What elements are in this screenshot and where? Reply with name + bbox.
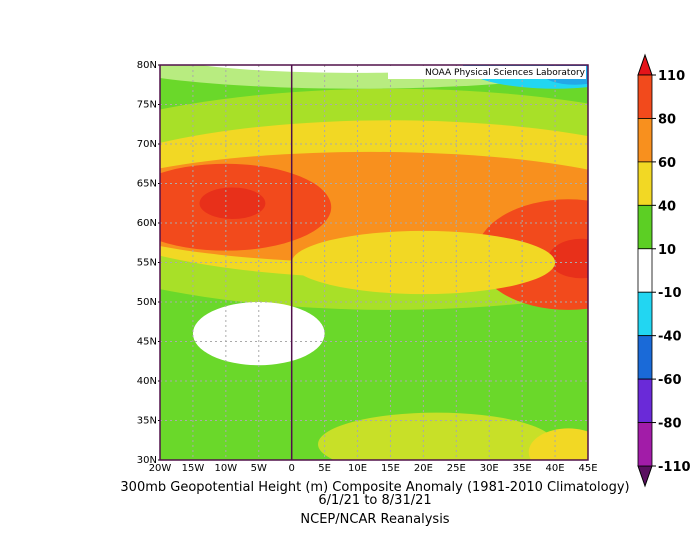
colorbar-label: -40 bbox=[658, 330, 682, 345]
colorbar-band bbox=[637, 291, 653, 337]
colorbar-band bbox=[637, 74, 653, 119]
map-title: 300mb Geopotential Height (m) Composite … bbox=[120, 480, 629, 495]
colorbar-label: -110 bbox=[658, 460, 691, 475]
colorbar-band bbox=[637, 161, 653, 206]
data-source: NCEP/NCAR Reanalysis bbox=[300, 512, 449, 527]
lon-label: 35E bbox=[513, 463, 532, 474]
lon-label: 45E bbox=[578, 463, 597, 474]
colorbar-label: 60 bbox=[658, 156, 676, 171]
anomaly-field bbox=[160, 65, 588, 460]
colorbar-band bbox=[637, 335, 653, 380]
lon-label: 30E bbox=[480, 463, 499, 474]
lon-label: 25E bbox=[447, 463, 466, 474]
colorbar-label: 80 bbox=[658, 112, 676, 127]
colorbar-label: -60 bbox=[658, 373, 682, 388]
colorbar-label: -10 bbox=[658, 286, 682, 301]
colorbar-band bbox=[637, 204, 653, 250]
lon-label: 40E bbox=[546, 463, 565, 474]
colorbar-band bbox=[637, 118, 653, 163]
high-core bbox=[199, 187, 266, 220]
date-range: 6/1/21 to 8/31/21 bbox=[318, 493, 431, 508]
colorbar-band bbox=[637, 248, 653, 293]
lat-label: 60N bbox=[137, 218, 157, 229]
credit: NOAA Physical Sciences Laboratory bbox=[425, 68, 586, 78]
colorbar-band bbox=[637, 422, 653, 467]
lat-label: 75N bbox=[137, 100, 157, 111]
lon-label: 10W bbox=[215, 463, 238, 474]
lon-label: 5E bbox=[318, 463, 331, 474]
lat-label: 50N bbox=[137, 297, 157, 308]
lon-label: 5W bbox=[251, 463, 267, 474]
colorbar-label: 10 bbox=[658, 243, 676, 258]
lat-label: 35N bbox=[137, 416, 157, 427]
yellow-south bbox=[318, 412, 556, 460]
colorbar-band bbox=[637, 378, 653, 423]
colorbar-label: 110 bbox=[658, 69, 685, 84]
lon-label: 0 bbox=[289, 463, 295, 474]
colorbar-arrow bbox=[637, 53, 653, 76]
lat-label: 80N bbox=[137, 60, 157, 71]
lat-label: 55N bbox=[137, 258, 157, 269]
lon-label: 15E bbox=[381, 463, 400, 474]
lon-label: 15W bbox=[182, 463, 205, 474]
colorbar-label: -80 bbox=[658, 417, 682, 432]
high-core bbox=[548, 238, 588, 279]
map-frame bbox=[159, 64, 589, 461]
lat-label: 30N bbox=[137, 455, 157, 466]
lat-label: 45N bbox=[137, 337, 157, 348]
colorbar-arrow bbox=[637, 465, 653, 488]
yellow-south bbox=[528, 428, 588, 460]
lon-label: 10E bbox=[348, 463, 367, 474]
lon-label: 20E bbox=[414, 463, 433, 474]
lat-label: 40N bbox=[137, 376, 157, 387]
lat-label: 70N bbox=[137, 139, 157, 150]
colorbar-label: 40 bbox=[658, 199, 676, 214]
credit-box bbox=[388, 66, 586, 79]
lon-label: 20W bbox=[149, 463, 172, 474]
lat-label: 65N bbox=[137, 179, 157, 190]
